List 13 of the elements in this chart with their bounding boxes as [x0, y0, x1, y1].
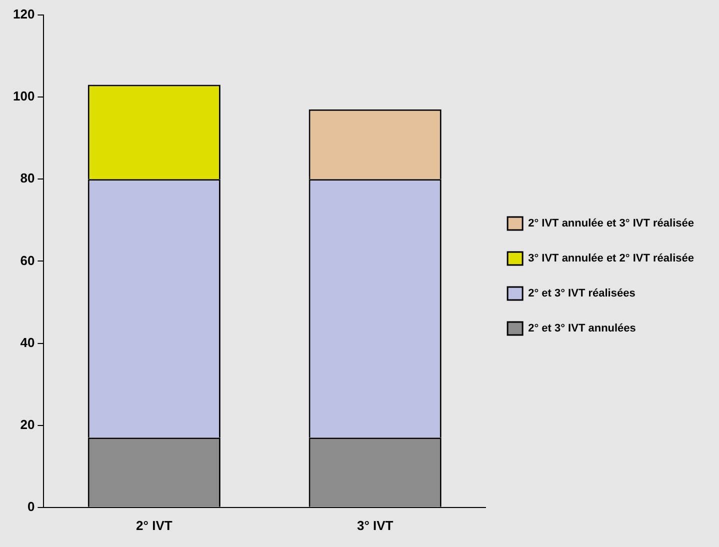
- y-tick-label: 40: [20, 334, 35, 350]
- legend-label: 2° et 3° IVT annulées: [528, 322, 636, 335]
- legend-label: 3° IVT annulée et 2° IVT réalisée: [528, 252, 694, 265]
- legend-label: 2° et 3° IVT réalisées: [528, 288, 636, 300]
- y-tick-label: 0: [27, 498, 35, 514]
- x-tick-label: 3° IVT: [356, 518, 394, 533]
- legend-label: 2° IVT annulée et 3° IVT réalisée: [528, 218, 694, 230]
- y-tick-label: 80: [20, 170, 35, 186]
- x-tick-label: 2° IVT: [136, 518, 172, 533]
- y-tick-label: 100: [12, 88, 35, 104]
- y-tick-label: 20: [20, 416, 35, 432]
- y-tick-label: 120: [12, 6, 35, 22]
- y-tick-label: 60: [20, 252, 35, 268]
